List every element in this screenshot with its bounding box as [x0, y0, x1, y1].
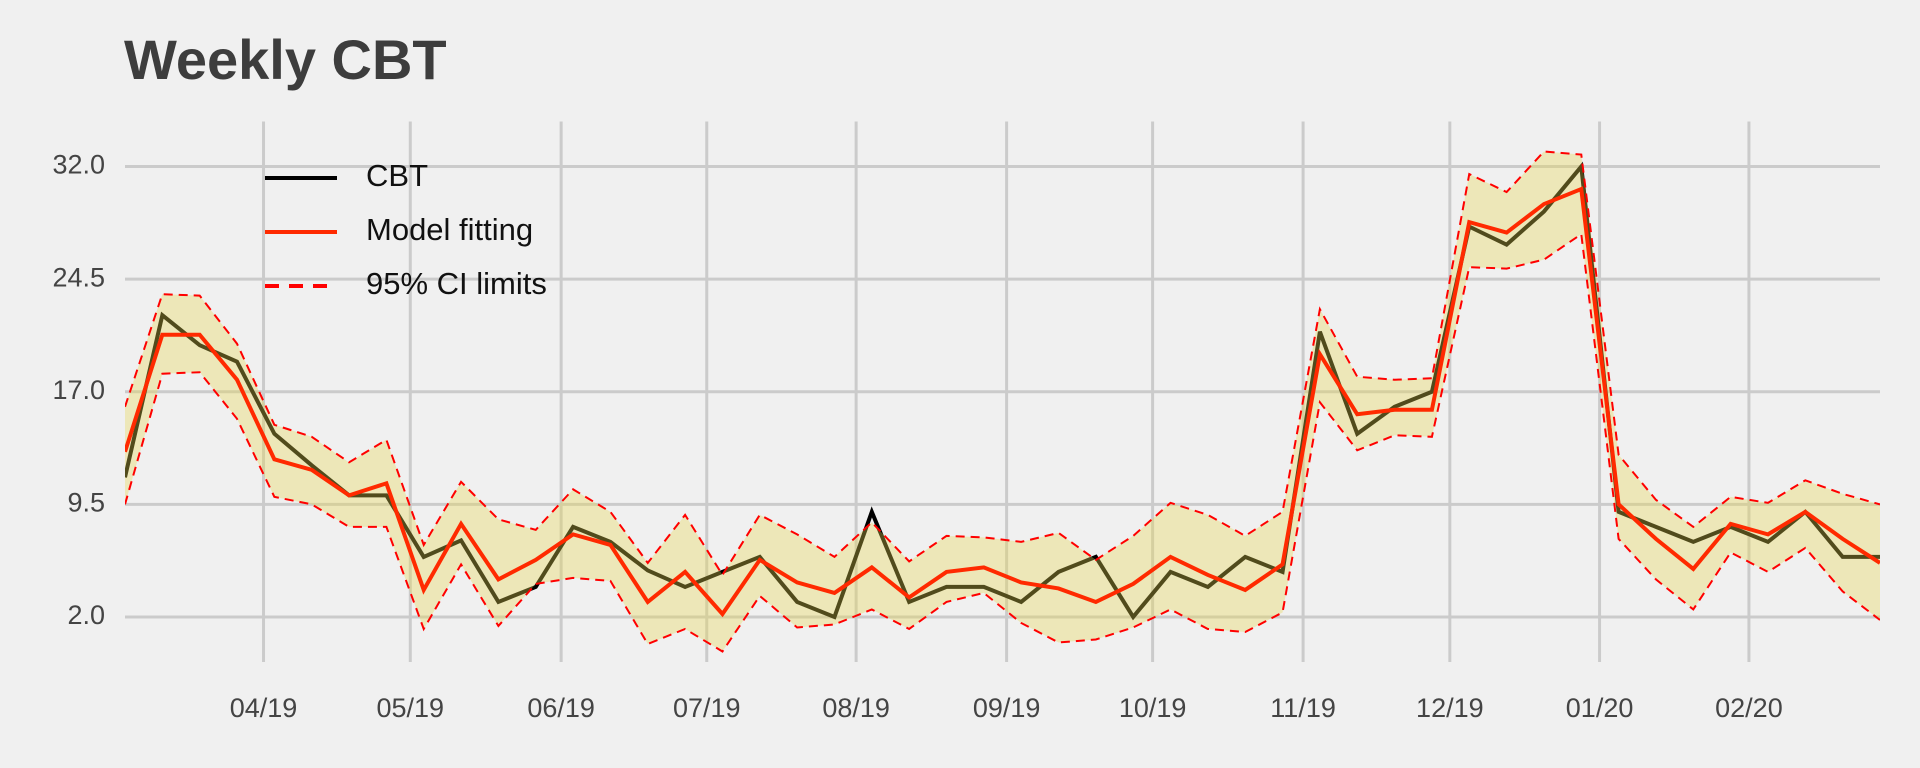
x-tick-label: 01/20 [1566, 693, 1634, 723]
ci-lower [125, 232, 1880, 653]
y-tick-label: 32.0 [52, 150, 105, 180]
x-tick-label: 06/19 [527, 693, 595, 723]
x-tick-label: 07/19 [673, 693, 741, 723]
ci-band [125, 151, 1880, 652]
line-model [125, 186, 1880, 618]
legend-label: Model fitting [366, 212, 533, 247]
chart-title: Weekly CBT [124, 28, 447, 91]
ci-upper [125, 150, 1880, 577]
x-tick-label: 11/19 [1270, 693, 1336, 723]
legend-label: 95% CI limits [366, 266, 547, 301]
x-tick-label: 04/19 [230, 693, 298, 723]
x-tick-label: 10/19 [1119, 693, 1187, 723]
x-tick-label: 02/20 [1715, 693, 1783, 723]
x-tick-label: 09/19 [973, 693, 1041, 723]
x-tick-label: 05/19 [376, 693, 444, 723]
y-tick-label: 24.5 [52, 262, 105, 292]
x-tick-label: 12/19 [1416, 693, 1484, 723]
y-tick-label: 17.0 [52, 375, 105, 405]
legend-label: CBT [366, 158, 428, 193]
y-tick-label: 9.5 [67, 487, 105, 517]
line-cbt [125, 161, 1880, 621]
x-tick-label: 08/19 [822, 693, 890, 723]
y-tick-label: 2.0 [67, 600, 105, 630]
